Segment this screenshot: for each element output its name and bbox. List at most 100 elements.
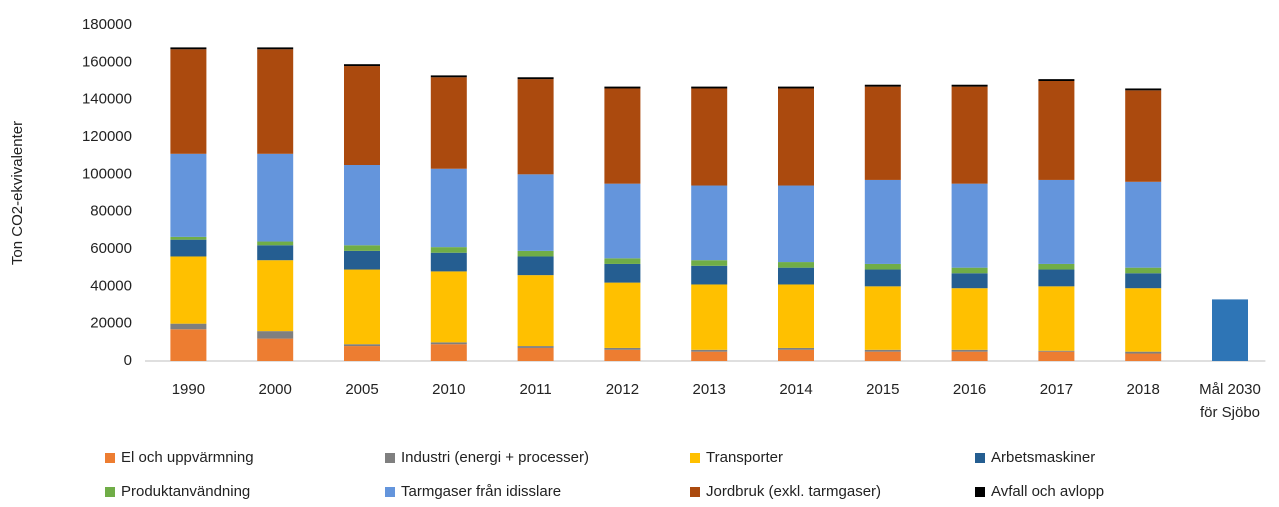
bar-segment xyxy=(257,260,294,332)
x-tick-label: 2016 xyxy=(952,381,987,398)
x-tick-label: 2000 xyxy=(258,381,292,398)
bar-segment xyxy=(778,262,814,268)
legend-swatch xyxy=(975,452,985,463)
bar-segment xyxy=(170,329,207,361)
bar-segment xyxy=(1038,79,1075,81)
bar-segment xyxy=(170,256,207,324)
bar-segment xyxy=(344,245,380,251)
bar-segment xyxy=(1125,273,1162,289)
bar-segment xyxy=(864,179,901,264)
x-tick-label: Mål 2030 för Sjöbo xyxy=(1199,381,1261,421)
bar-segment xyxy=(430,342,467,345)
legend-item: Avfall och avlopp xyxy=(975,483,1104,500)
legend-swatch xyxy=(385,452,395,463)
x-tick-label: 2013 xyxy=(692,381,726,398)
bar-segment xyxy=(951,349,988,352)
bar-segment xyxy=(1038,286,1075,351)
x-tick-label: 2010 xyxy=(432,381,466,398)
legend-item: Transporter xyxy=(690,449,783,466)
y-tick-label: 140000 xyxy=(82,91,132,108)
bar-segment xyxy=(691,260,728,266)
legend-item: El och uppvärmning xyxy=(105,449,254,466)
bar-segment xyxy=(257,331,294,339)
y-tick-label: 160000 xyxy=(82,53,132,70)
bar-segment xyxy=(1212,299,1248,361)
bar-segment xyxy=(344,66,380,165)
legend-item: Produktanvändning xyxy=(105,483,250,500)
x-tick-label: 2011 xyxy=(519,381,552,398)
bar-segment xyxy=(691,86,728,89)
x-tick-label: 2012 xyxy=(605,381,640,398)
legend-label: Tarmgaser från idisslare xyxy=(401,483,562,500)
bar-segment xyxy=(170,323,207,330)
bar-segment xyxy=(691,349,728,352)
legend-item: Arbetsmaskiner xyxy=(975,449,1095,466)
x-tick-label: 2017 xyxy=(1039,381,1074,398)
legend-label: El och uppvärmning xyxy=(121,449,254,466)
bar-segment xyxy=(1125,351,1162,354)
bar-segment xyxy=(170,153,207,237)
bar-segment xyxy=(604,349,641,361)
bar-segment xyxy=(344,64,380,67)
bar-segment xyxy=(691,284,728,350)
bar-segment xyxy=(257,338,294,361)
legend-label: Produktanvändning xyxy=(121,483,251,500)
legend-label: Avfall och avlopp xyxy=(991,483,1105,500)
bar-segment xyxy=(1125,353,1162,361)
x-tick-label: 2018 xyxy=(1126,381,1160,398)
bar-segment xyxy=(430,168,467,248)
bar-segment xyxy=(517,250,554,257)
bar-segment xyxy=(951,86,988,184)
bar-segment xyxy=(1125,181,1162,268)
y-tick-label: 100000 xyxy=(82,165,132,182)
legend-item: Jordbruk (exkl. tarmgaser) xyxy=(690,483,881,500)
bar-segment xyxy=(517,79,554,175)
bar-segment xyxy=(1125,288,1162,352)
bar-segment xyxy=(778,86,814,89)
bar-segment xyxy=(778,267,814,285)
bar-segment xyxy=(257,47,294,50)
bar-segment xyxy=(430,344,467,361)
bar-segment xyxy=(517,347,554,361)
bar-segment xyxy=(604,282,641,348)
bar-segment xyxy=(517,346,554,348)
x-tick-label: 2005 xyxy=(345,381,379,398)
bar-segment xyxy=(257,245,294,261)
legend-swatch xyxy=(385,486,395,497)
bar-segment xyxy=(604,86,641,89)
bar-segment xyxy=(1038,269,1075,287)
y-tick-label: 60000 xyxy=(90,240,132,257)
bar-segment xyxy=(517,256,554,276)
bar-segment xyxy=(517,275,554,347)
bar-segment xyxy=(430,252,467,272)
bar-segment xyxy=(1125,267,1162,274)
bar-segment xyxy=(864,286,901,350)
bar-segment xyxy=(864,263,901,270)
bar-segment xyxy=(864,349,901,352)
bar-segment xyxy=(1038,351,1075,361)
bar-segment xyxy=(691,265,728,285)
bar-segment xyxy=(1125,88,1162,91)
bar-segment xyxy=(864,86,901,180)
bar-segment xyxy=(778,88,814,186)
legend-label: Arbetsmaskiner xyxy=(991,449,1096,466)
legend-item: Tarmgaser från idisslare xyxy=(385,483,561,500)
bar-segment xyxy=(257,153,294,242)
bar-segment xyxy=(430,75,467,78)
bar-segment xyxy=(430,77,467,169)
legend-label: Industri (energi + processer) xyxy=(401,449,589,466)
bar-segment xyxy=(951,84,988,87)
bar-segment xyxy=(864,84,901,87)
bar-segment xyxy=(604,258,641,264)
bar-segment xyxy=(951,273,988,289)
y-axis-label: Ton CO2-ekvivalenter xyxy=(9,121,26,265)
bar-segment xyxy=(778,347,814,350)
bar-segment xyxy=(691,185,728,261)
bar-segment xyxy=(951,351,988,361)
y-tick-label: 80000 xyxy=(90,203,132,220)
y-tick-label: 180000 xyxy=(82,16,132,33)
y-tick-label: 0 xyxy=(124,352,132,369)
bar-segment xyxy=(344,344,380,347)
